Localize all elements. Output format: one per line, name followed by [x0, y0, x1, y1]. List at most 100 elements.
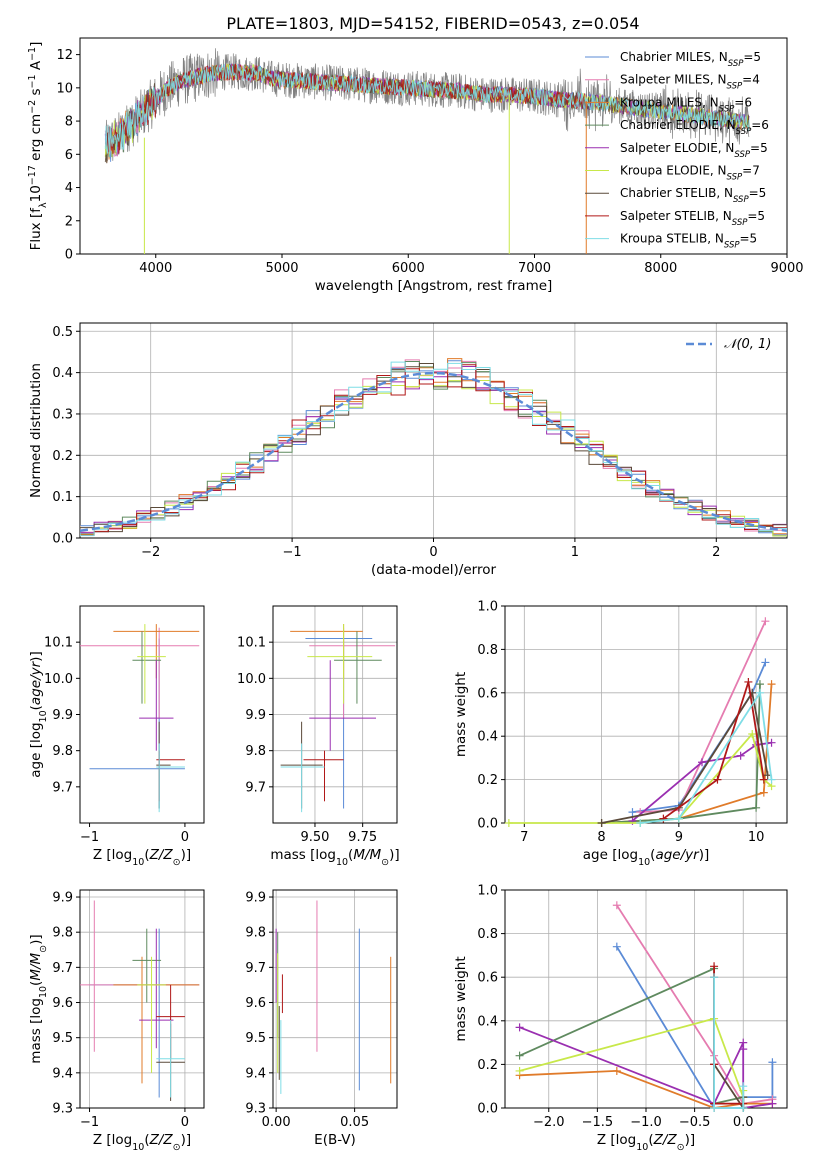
x-tick-label: 9.50 [300, 830, 329, 845]
x-axis-label: Z [log10(Z/Z⊙)] [597, 1132, 695, 1153]
y-tick-label: 9.3 [245, 1102, 266, 1117]
legend-label: Chabrier STELIB, NSSP=5 [620, 186, 766, 205]
weight-line [713, 977, 745, 1111]
spectrum-panel: 4000 5000 6000 7000 8000 9000 0 2 4 6 8 10 12 Chabrie… [27, 37, 804, 294]
y-tick-label: 0.0 [52, 532, 73, 547]
weight-point [710, 1104, 719, 1112]
mass_vs_Z-marks [80, 900, 200, 1101]
y-axis-label: Flux [fλ10−17 erg cm−2 s−1 A−1] [27, 42, 49, 251]
y-tick-label: 9.9 [52, 708, 73, 723]
y-tick-label: 9.4 [245, 1066, 266, 1081]
legend-label: Salpeter STELIB, NSSP=5 [620, 209, 765, 228]
y-axis-label: age [log10(age/yr)] [28, 651, 49, 777]
x-tick-label: −2 [141, 545, 160, 560]
legend-label: Chabrier ELODIE, NSSP=6 [620, 118, 769, 137]
x-axis-label: (data-model)/error [371, 562, 497, 578]
y-tick-label: 9.6 [245, 996, 266, 1011]
weight-point [739, 1045, 748, 1054]
y-tick-label: 12 [56, 48, 73, 63]
y-tick-label: 8 [65, 115, 73, 130]
x-axis-label: mass [log10(M/M⊙)] [270, 847, 399, 868]
weight-point [739, 1082, 748, 1091]
y-tick-label: 2 [65, 214, 73, 229]
y-tick-label: 10.0 [44, 672, 73, 687]
mass_vs_Z-panel: −1 0 9.3 9.4 9.5 9.6 9.7 9.8 9.9 Z [log10(Z/Z⊙)] m… [28, 889, 205, 1153]
y-tick-label: 9.8 [52, 744, 73, 759]
y-tick-label: 9.7 [52, 961, 73, 976]
y-tick-label: 0.1 [52, 490, 73, 505]
y-tick-label: 9.8 [245, 926, 266, 941]
weight-point [761, 617, 770, 626]
y-tick-label: 9.4 [52, 1066, 73, 1081]
normal-curve [80, 371, 787, 533]
x-tick-label: 7 [520, 830, 528, 845]
residual-histogram-step [80, 361, 787, 537]
y-tick-label: 0.0 [477, 1102, 498, 1117]
x-axis-label: E(B-V) [314, 1132, 356, 1148]
x-tick-label: −0.5 [679, 1115, 711, 1130]
age_vs_mass-marks [280, 624, 396, 813]
mass_vs_ebv-marks [275, 900, 392, 1094]
y-tick-label: 6 [65, 148, 73, 163]
x-tick-label: −1 [80, 830, 99, 845]
weight-point [759, 788, 768, 797]
y-tick-label: 0.4 [477, 730, 498, 745]
x-axis-label: Z [log10(Z/Z⊙)] [93, 847, 191, 868]
y-tick-label: 9.9 [52, 891, 73, 906]
residual-histograms [80, 358, 787, 537]
weight-line [519, 967, 745, 1108]
spectrum-model-line [104, 63, 750, 158]
weight_vs_Z-marks [515, 901, 777, 1112]
x-tick-label: 1 [571, 545, 579, 560]
weight-point [744, 677, 753, 686]
y-tick-label: 0.0 [477, 817, 498, 832]
x-tick-label: 9 [675, 830, 683, 845]
y-axis-label: Normed distribution [28, 363, 44, 498]
axes-frame [272, 889, 398, 1109]
weight-point [515, 1051, 524, 1060]
y-tick-label: 10.1 [44, 636, 73, 651]
x-tick-label: −1 [283, 545, 302, 560]
legend-label: Chabrier MILES, NSSP=5 [620, 50, 761, 69]
y-tick-label: 0.4 [52, 366, 73, 381]
weight-point [739, 1104, 748, 1112]
weight-point [752, 803, 761, 812]
x-tick-label: 0 [429, 545, 437, 560]
weight-line [508, 732, 773, 824]
weight-line [640, 620, 767, 813]
y-tick-label: 0.2 [477, 773, 498, 788]
y-tick-label: 9.5 [245, 1031, 266, 1046]
weight_vs_age-panel: 7 8 9 10 0.0 0.2 0.4 0.6 0.8 1.0 age [log10(age/yr… [453, 600, 788, 868]
x-tick-label: −2.0 [533, 1115, 565, 1130]
residuals-panel: −2 −1 0 1 2 0.0 0.1 0.2 0.3 0.4 0.5 𝒩(0, 1) (data-mo… [28, 322, 788, 578]
x-tick-label: 9000 [770, 261, 803, 276]
axes-frame [504, 605, 788, 824]
x-tick-label: 0.0 [733, 1115, 754, 1130]
y-tick-label: 0.8 [477, 643, 498, 658]
y-axis-label: mass weight [453, 956, 469, 1041]
y-axis-label: mass [log10(M/M⊙)] [28, 934, 49, 1063]
x-tick-label: 10 [748, 830, 765, 845]
weight-point [713, 775, 722, 784]
legend-label: Kroupa STELIB, NSSP=5 [620, 232, 757, 251]
x-tick-label: 5000 [265, 261, 298, 276]
weight-line [713, 977, 745, 1109]
axes-frame [79, 889, 205, 1109]
weight-point [759, 775, 768, 784]
y-tick-label: 9.9 [245, 708, 266, 723]
y-tick-label: 1.0 [477, 600, 498, 615]
legend-label: Salpeter ELODIE, NSSP=5 [620, 141, 768, 160]
weight-point [767, 738, 776, 747]
y-tick-label: 0.4 [477, 1014, 498, 1029]
weight-line [519, 1017, 745, 1108]
figure-title: PLATE=1803, MJD=54152, FIBERID=0543, z=0… [226, 14, 639, 33]
y-tick-label: 0.6 [477, 971, 498, 986]
y-tick-label: 0.6 [477, 686, 498, 701]
y-tick-label: 9.7 [245, 961, 266, 976]
y-tick-label: 1.0 [477, 884, 498, 899]
x-axis-label: age [log10(age/yr)] [583, 847, 709, 868]
x-tick-label: −1.0 [630, 1115, 662, 1130]
weight-point [636, 819, 645, 827]
